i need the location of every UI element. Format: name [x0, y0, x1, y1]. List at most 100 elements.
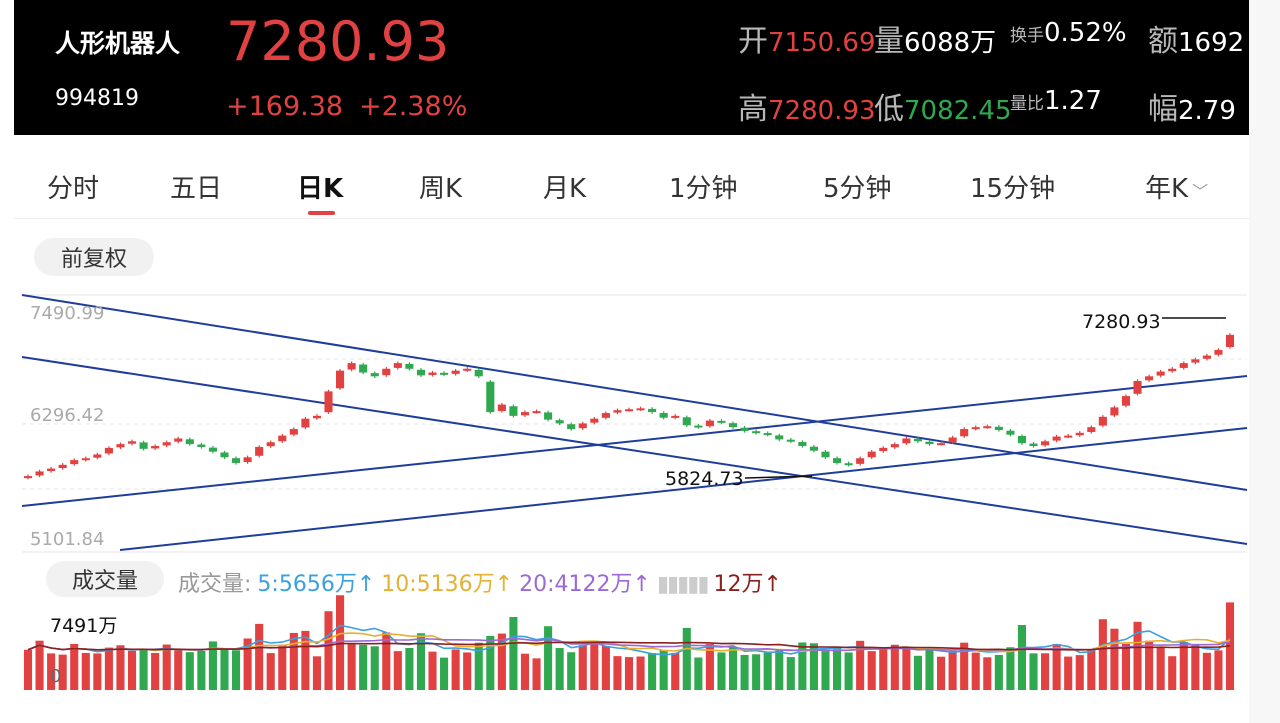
- candle-body: [832, 458, 842, 463]
- right-edge: [1249, 0, 1280, 723]
- volume-bar: [1145, 640, 1154, 690]
- candle-body: [544, 412, 553, 420]
- candle-body: [867, 451, 876, 458]
- ma-redacted: ▮▮▮▮▮: [656, 572, 710, 597]
- volume-bar: [1121, 643, 1131, 690]
- candle-body: [613, 410, 622, 413]
- adjust-button[interactable]: 前复权: [34, 238, 154, 276]
- y-axis-mid-label: 6296.42: [30, 405, 105, 426]
- tab-5min[interactable]: 5分钟: [823, 174, 892, 204]
- volume-bar: [1202, 652, 1211, 690]
- volume-bar: [613, 656, 622, 690]
- tab-monthly-k[interactable]: 月K: [543, 174, 587, 204]
- volume-bar: [185, 652, 194, 690]
- candle-body: [336, 370, 345, 389]
- volume-bar: [913, 655, 922, 690]
- candle-body: [1110, 407, 1119, 416]
- volume-bar: [1006, 647, 1015, 690]
- volume-bar: [1110, 628, 1119, 690]
- candle-body: [151, 445, 160, 449]
- candle-body: [1052, 436, 1061, 441]
- volume-bar: [93, 653, 102, 690]
- tab-weekly-k[interactable]: 周K: [419, 174, 463, 204]
- volume-bar: [717, 652, 726, 690]
- high-mark-label: 7280.93: [1082, 311, 1161, 333]
- candle-body: [1191, 359, 1200, 363]
- volume-bar: [70, 643, 79, 690]
- candle-body: [902, 438, 911, 444]
- candle-body: [451, 370, 460, 374]
- candle-body: [1041, 441, 1050, 446]
- ma20-value: 20:4122万↑: [519, 572, 651, 597]
- volume-bar: [174, 650, 183, 690]
- candle-body: [185, 439, 194, 445]
- volume-bar: [347, 644, 356, 690]
- volume-bar: [301, 630, 310, 690]
- volume-bar: [532, 658, 541, 690]
- open-stat: 开7150.69: [738, 24, 876, 59]
- trend-line: [119, 427, 1248, 551]
- volume-bar: [23, 649, 33, 690]
- candle-body: [416, 369, 426, 376]
- candle-body: [81, 458, 90, 461]
- candle-body: [925, 441, 934, 445]
- volume-bar: [509, 617, 518, 690]
- volume-bar: [1191, 645, 1200, 690]
- volume-bar: [578, 645, 587, 690]
- volume-bar: [832, 647, 842, 690]
- volume-bar: [289, 632, 298, 690]
- candle-body: [520, 412, 530, 416]
- tab-intraday[interactable]: 分时: [47, 174, 100, 204]
- volume-bar: [867, 651, 876, 690]
- volume-bar: [740, 654, 749, 690]
- candle-body: [1168, 368, 1177, 372]
- candle-body: [890, 444, 899, 448]
- tab-five-day[interactable]: 五日: [170, 174, 223, 204]
- price-change-pct: +2.38%: [359, 91, 468, 122]
- tab-1min[interactable]: 1分钟: [669, 174, 738, 204]
- candle-body: [740, 427, 749, 431]
- period-tabs: 分时 五日 日K 周K 月K 1分钟 5分钟 15分钟 年K ﹀: [14, 148, 1249, 219]
- candle-body: [47, 468, 56, 472]
- volume-bar: [844, 652, 853, 690]
- volume-bar: [440, 657, 449, 690]
- candle-body: [948, 437, 957, 443]
- volume-bar: [104, 647, 113, 690]
- volume-bar: [266, 653, 275, 690]
- volume-bar: [1168, 656, 1177, 690]
- candle-body: [405, 363, 414, 369]
- amplitude-stat: 幅2.79: [1148, 92, 1236, 127]
- volume-bar: [763, 652, 772, 690]
- volume-bar: [393, 651, 402, 690]
- volume-bar: [1098, 619, 1107, 690]
- candle-body: [601, 413, 610, 418]
- volume-bar: [728, 647, 738, 690]
- volume-bar: [370, 646, 379, 690]
- candle-body: [960, 429, 969, 437]
- tab-daily-k[interactable]: 日K: [297, 174, 344, 204]
- turnover-stat: 换手0.52%: [1010, 18, 1127, 48]
- candle-body: [243, 457, 252, 463]
- candle-body: [347, 363, 356, 370]
- index-name: 人形机器人: [55, 29, 181, 58]
- tab-yearly-k[interactable]: 年K ﹀: [1145, 174, 1209, 204]
- tab-15min[interactable]: 15分钟: [970, 174, 1056, 204]
- candle-body: [278, 435, 287, 442]
- ma10-value: 10:5136万↑: [381, 572, 514, 597]
- volume-bar: [139, 649, 148, 690]
- candle-body: [682, 417, 691, 426]
- volume-bar: [925, 650, 934, 690]
- candle-body: [359, 364, 368, 373]
- candle-body: [509, 406, 518, 416]
- volume-bar: [324, 611, 333, 690]
- candle-body: [752, 431, 761, 434]
- volume-bar: [1041, 653, 1050, 690]
- candle-body: [590, 418, 599, 423]
- volume-bar: [127, 650, 137, 690]
- volume-bar: [208, 641, 217, 690]
- volume-bar: [601, 645, 610, 690]
- candle-body: [659, 412, 668, 418]
- volume-bar: [994, 654, 1003, 690]
- volume-indicator-button[interactable]: 成交量: [46, 561, 164, 597]
